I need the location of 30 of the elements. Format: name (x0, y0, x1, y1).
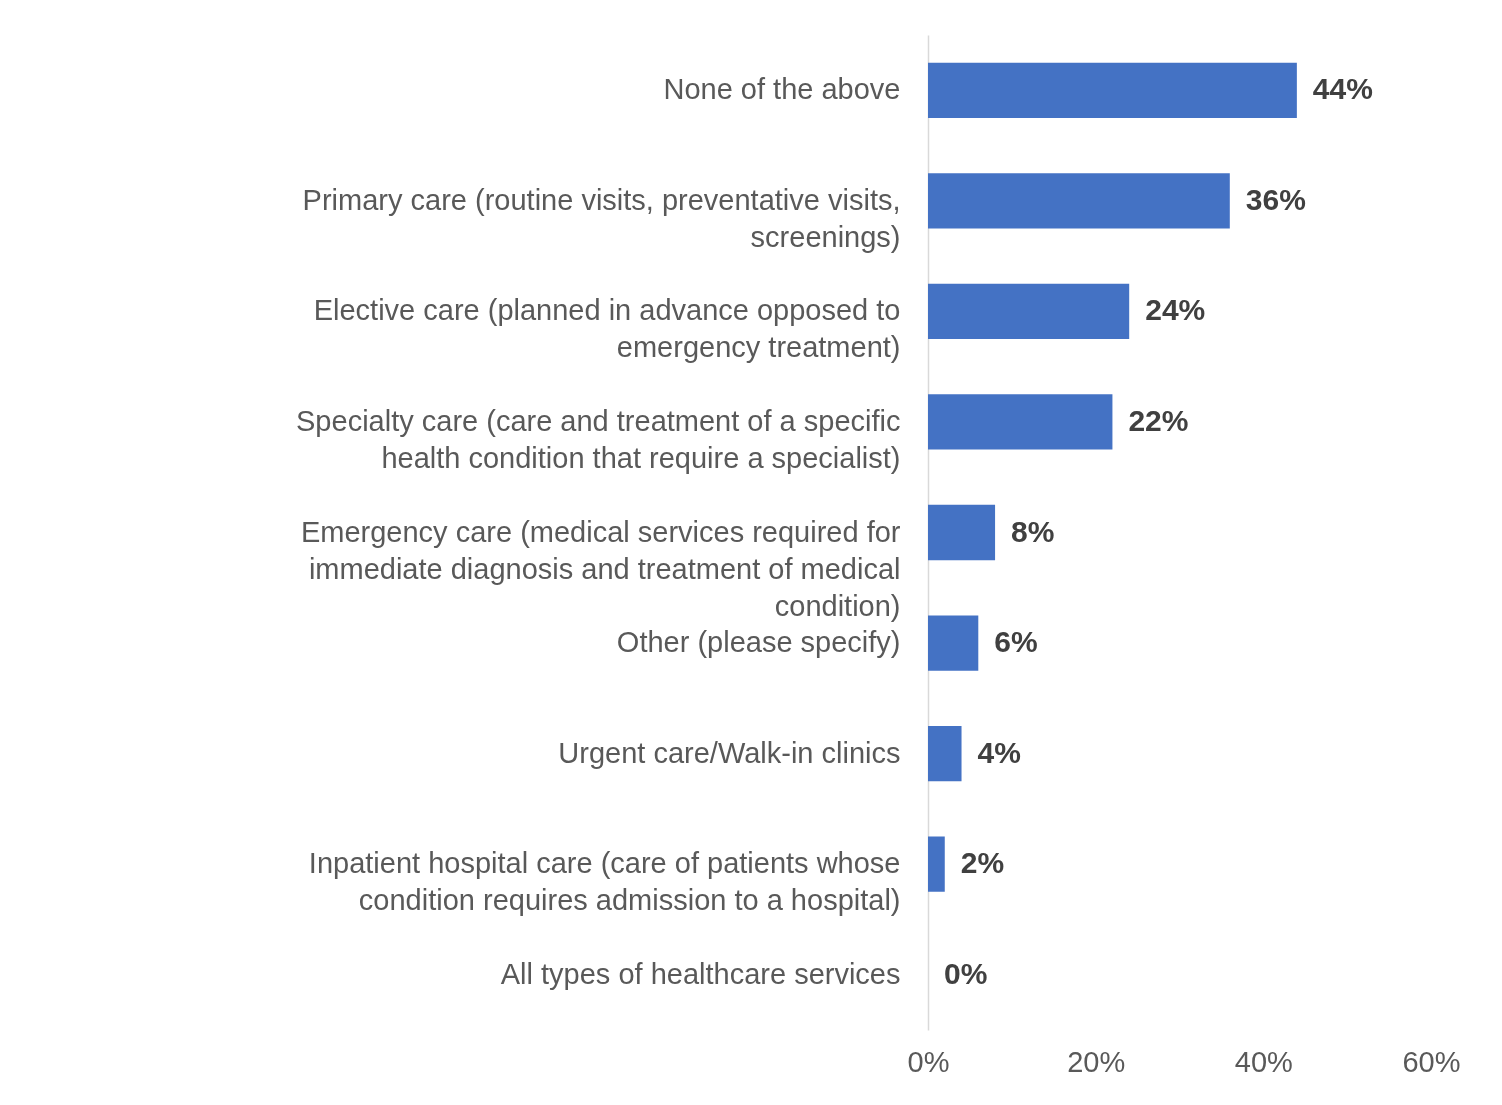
data-label: 36% (1245, 182, 1306, 216)
y-tick-label: All types of healthcare services (500, 957, 901, 990)
y-tick-label: Elective care (planned in advance opposed to emergency treatment) (313, 294, 901, 364)
bar (928, 725, 962, 782)
bar (928, 615, 979, 671)
bar (928, 836, 945, 892)
data-label: 22% (1128, 403, 1189, 437)
bar (928, 394, 1113, 450)
y-tick-label: Urgent care/Walk-in clinics (558, 736, 901, 769)
data-label: 24% (1145, 293, 1206, 327)
bar (928, 283, 1130, 340)
data-label: 2% (960, 846, 1005, 880)
data-label: 44% (1312, 72, 1373, 106)
y-tick-label: Inpatient hospital care (care of patients whose condition requires admission to a hospital) (308, 847, 901, 917)
bar (928, 173, 1230, 229)
data-label: 0% (944, 956, 988, 990)
bar (928, 62, 1297, 118)
x-tick-label: 40% (1234, 1045, 1293, 1078)
data-label: 6% (994, 625, 1038, 659)
data-label: 8% (1011, 514, 1055, 548)
x-tick-label: 0% (907, 1045, 950, 1078)
y-tick-label: Specialty care (care and treatment of a specific health condition that require a specialist) (296, 404, 901, 474)
y-tick-label: None of the above (663, 73, 901, 106)
y-tick-label: Primary care (routine visits, preventative visits, screenings) (302, 183, 901, 253)
x-tick-label: 20% (1067, 1045, 1126, 1078)
data-label: 4% (977, 735, 1021, 769)
x-tick-label: 60% (1402, 1045, 1461, 1078)
y-tick-label: Other (please specify) (616, 626, 901, 659)
bar (928, 504, 996, 561)
y-tick-label: Emergency care (medical services required for immediate diagnosis and treatment of medical condition) (300, 515, 901, 622)
